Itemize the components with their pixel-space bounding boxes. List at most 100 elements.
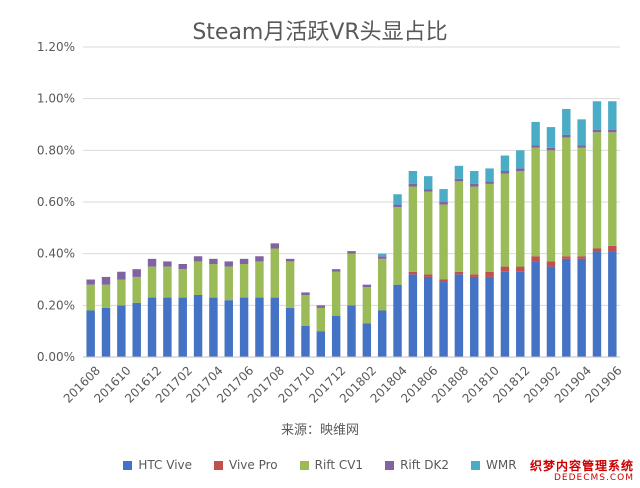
bar-segment — [117, 279, 126, 306]
chart-source: 来源：映维网 — [280, 423, 359, 438]
legend-label: WMR — [486, 458, 517, 472]
bar-segment — [163, 261, 172, 267]
bar-segment — [470, 274, 479, 277]
legend-swatch — [299, 460, 309, 470]
bar-segment — [562, 134, 571, 138]
bar-segment — [178, 297, 187, 357]
bar-segment — [546, 150, 556, 262]
y-tick-label: 1.00% — [37, 92, 75, 106]
bar-segment — [562, 258, 571, 357]
bar-segment — [531, 256, 540, 262]
bar-segment — [193, 256, 203, 262]
bar-segment — [224, 300, 233, 357]
bar-segment — [546, 266, 556, 357]
bar-segment — [439, 279, 448, 283]
bar-segment — [239, 264, 249, 298]
bar-segment — [377, 256, 387, 259]
bar-segment — [485, 183, 494, 272]
bar-segment — [485, 168, 494, 182]
bar-segment — [577, 147, 586, 257]
bar-segment — [531, 145, 540, 148]
y-tick-label: 0.00% — [37, 350, 75, 364]
bar-segment — [423, 274, 433, 277]
bar-segment — [178, 269, 187, 298]
bar-segment — [193, 261, 203, 295]
bar-segment — [255, 297, 264, 357]
bar-segment — [117, 271, 126, 280]
chart-title: Steam月活跃VR头显占比 — [192, 20, 448, 45]
bar-segment — [270, 248, 280, 298]
y-tick-label: 0.80% — [37, 143, 75, 157]
bar-segment — [255, 261, 264, 298]
bar-segment — [608, 251, 617, 357]
legend-swatch — [471, 460, 481, 470]
bar-segment — [485, 276, 494, 357]
bar-segment — [362, 287, 372, 324]
bar-segment — [500, 271, 510, 357]
bar-segment — [470, 171, 479, 184]
bar-segment — [163, 266, 172, 298]
bar-segment — [331, 269, 341, 272]
bar-segment — [285, 307, 295, 357]
bar-segment — [377, 258, 387, 311]
bar-segment — [101, 276, 111, 285]
bar-segment — [577, 258, 586, 357]
bar-segment — [362, 323, 372, 357]
bar-segment — [516, 168, 525, 171]
bar-segment — [423, 191, 433, 275]
bar-segment — [500, 266, 510, 272]
bar-segment — [393, 284, 402, 357]
bar-stacks — [86, 101, 617, 357]
bar-segment — [454, 274, 464, 357]
bar-segment — [147, 266, 157, 298]
legend-swatch — [123, 460, 133, 470]
bar-segment — [423, 276, 433, 357]
bar-segment — [408, 186, 418, 272]
bar-segment — [608, 245, 617, 252]
bar-segment — [454, 181, 464, 272]
bar-segment — [608, 132, 617, 246]
bar-segment — [516, 266, 525, 272]
bar-segment — [516, 150, 525, 169]
bar-segment — [577, 145, 586, 148]
bar-segment — [500, 173, 510, 267]
bar-segment — [439, 189, 448, 202]
bar-segment — [178, 264, 187, 270]
bar-segment — [439, 204, 448, 280]
bar-segment — [163, 297, 172, 357]
bar-segment — [86, 279, 95, 285]
y-tick-label: 1.20% — [37, 40, 75, 54]
bar-segment — [255, 256, 264, 262]
bar-segment — [577, 119, 586, 146]
bar-segment — [423, 176, 433, 190]
bar-segment — [117, 305, 126, 357]
bar-segment — [408, 271, 418, 275]
bar-segment — [454, 178, 464, 182]
bar-segment — [347, 305, 356, 357]
bar-segment — [454, 271, 464, 275]
bar-segment — [316, 305, 326, 308]
bar-segment — [485, 181, 494, 184]
bar-segment — [439, 202, 448, 205]
bar-segment — [470, 186, 479, 275]
bar-segment — [454, 165, 464, 179]
bar-segment — [470, 276, 479, 357]
bar-segment — [147, 297, 157, 357]
bar-segment — [562, 256, 571, 259]
bar-segment — [608, 101, 617, 130]
bar-segment — [393, 194, 402, 205]
bar-segment — [562, 109, 571, 135]
y-tick-label: 0.40% — [37, 247, 75, 261]
watermark-line1: 织梦内容管理系统 — [529, 459, 634, 473]
bar-segment — [516, 171, 525, 267]
bar-segment — [377, 310, 387, 357]
bar-segment — [209, 264, 218, 298]
bar-segment — [377, 253, 387, 257]
y-tick-label: 0.20% — [37, 298, 75, 312]
bar-segment — [393, 204, 402, 208]
bar-segment — [209, 297, 218, 357]
bar-segment — [132, 302, 141, 357]
legend-swatch — [214, 460, 224, 470]
bar-segment — [562, 137, 571, 257]
bar-segment — [393, 207, 402, 285]
